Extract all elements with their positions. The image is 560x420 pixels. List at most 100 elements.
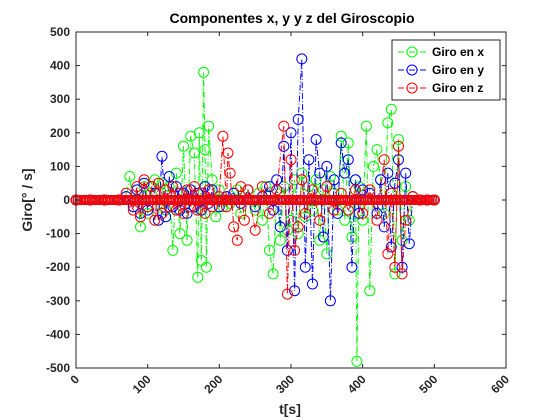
data-point [342,154,354,166]
data-point [339,167,351,179]
data-point [267,268,279,280]
data-point [351,355,363,367]
legend-item: Giro en y [398,63,484,77]
data-point [228,221,240,233]
data-point [185,201,197,213]
data-point [346,231,358,243]
data-point [170,181,182,193]
data-point [335,130,347,142]
data-point [421,194,433,206]
data-point [127,201,139,213]
data-point [152,214,164,226]
data-point [213,191,225,203]
data-point [289,244,301,256]
data-point [131,184,143,196]
data-point [364,285,376,297]
data-point [192,204,204,216]
legend-marker [406,64,418,76]
data-point [314,214,326,226]
data-point [188,181,200,193]
data-point [292,221,304,233]
y-tick-label: 100 [50,159,70,173]
data-point [181,207,193,219]
data-point [228,187,240,199]
data-point [367,160,379,172]
x-tick-label: 200 [201,372,225,396]
data-point [193,127,205,139]
data-point [131,181,143,193]
series-line [76,126,435,295]
data-point [281,288,293,300]
data-point [385,103,397,115]
data-point [375,174,387,186]
data-point [393,140,404,152]
data-point [152,177,164,189]
data-point [400,214,412,226]
data-point [188,201,200,213]
data-point [135,211,146,223]
data-point [292,113,304,125]
data-point [342,137,354,149]
data-point [124,171,136,182]
data-point [210,211,222,223]
data-point [185,184,197,196]
data-point [414,194,426,206]
data-point [389,261,401,273]
data-point [145,181,157,193]
data-point [135,207,146,219]
data-point [299,261,311,273]
data-point [378,154,390,166]
y-tick-label: 0 [63,193,70,207]
data-point [285,154,297,166]
data-point [163,171,175,182]
data-point [149,174,161,186]
data-point [346,261,358,273]
data-point [156,177,168,189]
legend-marker [406,82,418,94]
x-tick-label: 600 [488,372,512,396]
legend-label: Giro en y [432,63,484,77]
data-point [203,120,215,132]
data-point [281,244,293,256]
data-point [428,194,440,206]
data-point [278,181,290,193]
data-point [199,181,211,193]
data-point [332,207,344,219]
data-point [382,117,394,129]
data-point [382,167,394,179]
data-point [84,194,96,206]
data-point [138,177,150,189]
data-point [296,53,308,65]
data-point [138,181,150,193]
data-point [238,214,250,226]
data-point [310,134,322,145]
data-point [278,140,290,152]
data-point [249,204,261,216]
legend-item: Giro en z [398,81,483,95]
data-point [321,160,333,172]
data-point [303,154,315,166]
legend: Giro en x Giro en y Giro en z [391,39,501,101]
data-point [264,207,275,219]
data-point [274,234,286,246]
data-point [389,268,401,280]
data-point [360,120,372,132]
data-point [206,184,218,196]
data-point [242,184,254,196]
y-axis-label: Giro[° / s] [19,168,35,231]
data-point [324,295,336,307]
x-tick-label: 500 [416,372,440,396]
data-point [178,207,189,219]
data-point [200,261,212,273]
data-point [278,120,290,132]
data-point [271,184,283,196]
data-point [274,221,286,233]
data-point [264,181,275,193]
x-axis-label: t[s] [279,401,301,417]
series-layer [70,53,440,367]
data-point [127,204,139,216]
data-point [256,214,268,226]
legend-marker [406,46,418,58]
data-point [371,144,383,156]
